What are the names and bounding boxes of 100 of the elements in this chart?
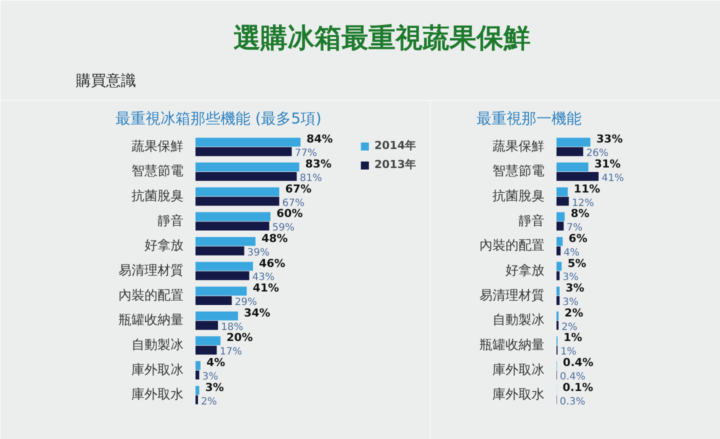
bar xyxy=(556,187,568,196)
data-label: 1% xyxy=(564,331,582,344)
bar xyxy=(196,320,218,330)
data-label: 20% xyxy=(226,331,253,344)
legend-label: 2013年 xyxy=(374,157,416,172)
bar xyxy=(556,296,560,305)
bar xyxy=(196,361,200,370)
data-label: 4% xyxy=(564,247,580,258)
y-tick-label: 瓶罐收納量 xyxy=(118,313,184,328)
y-tick-label: 易清理材質 xyxy=(480,288,544,304)
bar xyxy=(556,212,565,222)
y-tick-label: 內裝的配置 xyxy=(118,288,184,304)
data-label: 59% xyxy=(272,222,294,234)
y-tick-label: 智慧節電 xyxy=(492,164,544,180)
data-label: 8% xyxy=(570,207,590,220)
data-label: 39% xyxy=(247,247,270,258)
bar xyxy=(556,196,569,206)
bar xyxy=(556,162,588,172)
bar xyxy=(196,222,270,231)
y-tick-label: 好拿放 xyxy=(144,238,184,254)
y-tick-label: 蔬果保鮮 xyxy=(492,139,544,154)
data-label: 3% xyxy=(202,371,218,382)
bar xyxy=(556,237,563,246)
bar xyxy=(556,246,561,256)
data-label: 83% xyxy=(305,158,332,171)
bar xyxy=(196,147,292,156)
y-tick-label: 庫外取冰 xyxy=(492,362,544,378)
data-label: 41% xyxy=(602,172,624,184)
data-label: 60% xyxy=(276,207,303,220)
bar xyxy=(196,187,280,196)
bar xyxy=(196,370,200,380)
data-label: 3% xyxy=(205,380,224,394)
y-tick-label: 庫外取水 xyxy=(132,386,184,403)
y-tick-label: 自動製冰 xyxy=(492,313,544,328)
data-label: 43% xyxy=(252,272,274,284)
data-label: 34% xyxy=(244,306,270,320)
y-tick-label: 好拿放 xyxy=(506,264,544,278)
text: 購買意識 xyxy=(76,72,136,90)
bar xyxy=(556,138,590,147)
bar xyxy=(556,147,584,156)
data-label: 67% xyxy=(282,198,304,209)
y-tick-label: 智慧節電 xyxy=(132,164,184,180)
data-label: 3% xyxy=(566,282,584,295)
bar xyxy=(196,286,247,296)
data-label: 3% xyxy=(562,272,578,284)
bar xyxy=(556,271,560,280)
data-label: 11% xyxy=(574,182,600,196)
bar xyxy=(196,271,250,280)
data-label: 12% xyxy=(572,198,594,209)
y-tick-label: 蔬果保鮮 xyxy=(132,139,184,154)
bar xyxy=(196,196,280,206)
text: 選購冰箱最重視蔬果保鮮 xyxy=(234,23,531,54)
y-tick-label: 易清理材質 xyxy=(118,264,184,278)
chart-title: 最重視那一機能 xyxy=(476,110,582,128)
data-label: 81% xyxy=(300,172,322,184)
bar xyxy=(196,311,238,320)
bar xyxy=(556,172,599,181)
bar xyxy=(196,296,232,305)
y-tick-label: 內裝的配置 xyxy=(480,238,544,254)
data-label: 29% xyxy=(234,297,257,308)
y-tick-label: 抗菌脫臭 xyxy=(492,189,544,204)
y-tick-label: 瓶罐收納量 xyxy=(480,338,544,353)
data-label: 17% xyxy=(220,346,242,358)
data-label: 41% xyxy=(252,282,280,295)
bar xyxy=(196,162,300,172)
bar xyxy=(556,286,560,296)
data-label: 6% xyxy=(568,232,588,245)
data-label: 2% xyxy=(201,396,217,408)
data-label: 1% xyxy=(560,346,576,358)
data-label: 33% xyxy=(596,132,623,146)
y-tick-label: 庫外取水 xyxy=(492,386,544,403)
bar xyxy=(196,237,256,246)
data-label: 0.3% xyxy=(560,396,586,408)
bar xyxy=(196,262,253,271)
bar xyxy=(196,172,297,181)
data-label: 2% xyxy=(562,322,578,333)
data-label: 67% xyxy=(285,182,312,196)
y-tick-label: 抗菌脫臭 xyxy=(132,189,184,204)
y-tick-label: 靜音 xyxy=(158,214,184,229)
bar xyxy=(196,346,217,355)
y-tick-label: 靜音 xyxy=(518,214,544,229)
data-label: 84% xyxy=(306,132,333,146)
data-label: 0.1% xyxy=(562,380,594,394)
y-tick-label: 庫外取冰 xyxy=(132,362,184,378)
data-label: 48% xyxy=(262,232,288,245)
bar xyxy=(196,246,244,256)
y-tick-label: 自動製冰 xyxy=(132,338,184,353)
data-label: 7% xyxy=(566,222,583,234)
data-label: 26% xyxy=(586,148,608,160)
data-label: 4% xyxy=(206,356,226,370)
bar xyxy=(196,212,270,222)
data-label: 77% xyxy=(294,148,317,160)
data-label: 31% xyxy=(594,158,621,171)
bar xyxy=(196,336,220,346)
bar xyxy=(556,262,562,271)
legend-label: 2014年 xyxy=(374,138,416,153)
bar xyxy=(556,222,564,231)
bar xyxy=(196,138,300,147)
data-label: 3% xyxy=(562,297,578,308)
data-label: 0.4% xyxy=(560,371,586,382)
